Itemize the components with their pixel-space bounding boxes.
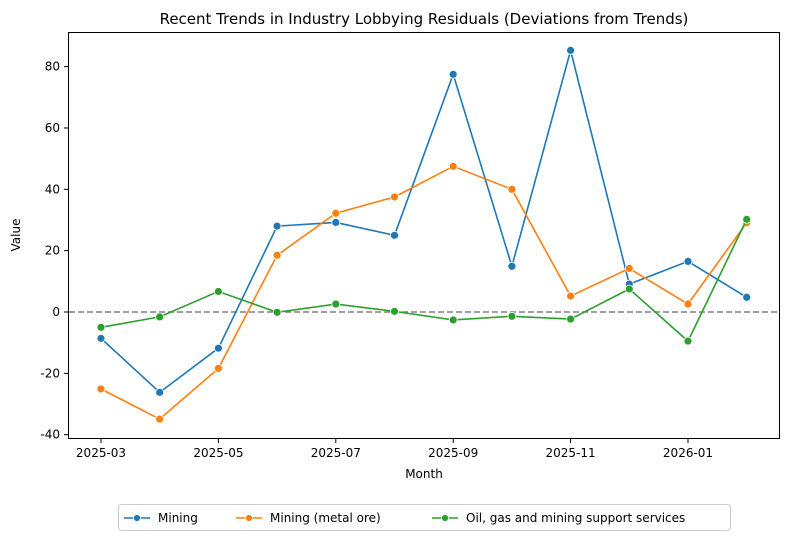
data-point — [566, 291, 575, 301]
data-point — [742, 292, 752, 302]
x-tick-label: 2025-07 — [311, 446, 361, 460]
data-point — [507, 261, 517, 271]
data-point — [448, 161, 458, 171]
data-point — [683, 336, 693, 346]
y-axis-label: Value — [9, 219, 23, 252]
data-point — [155, 312, 165, 322]
data-point — [331, 299, 341, 309]
y-tick-label: 40 — [45, 182, 60, 196]
data-point — [566, 45, 575, 55]
y-tick-label: 80 — [45, 60, 60, 74]
data-point — [96, 384, 106, 394]
y-tick-label: -20 — [40, 366, 60, 380]
data-point — [272, 307, 282, 317]
chart-title: Recent Trends in Industry Lobbying Resid… — [160, 10, 689, 28]
series-line — [100, 47, 748, 394]
series-line — [100, 219, 748, 343]
y-tick-label: 20 — [45, 244, 60, 258]
data-point — [213, 287, 223, 296]
legend: Mining Mining (metal ore) Oil, gas and min… — [118, 504, 731, 531]
plot-frame — [68, 32, 780, 439]
data-point — [331, 208, 341, 218]
x-tick-label: 2025-03 — [76, 446, 126, 460]
data-point — [155, 387, 165, 397]
data-point — [272, 221, 282, 231]
data-point — [742, 214, 752, 224]
data-point — [390, 306, 399, 316]
data-point — [683, 299, 693, 309]
y-tick-label: 60 — [45, 121, 60, 135]
legend-marker — [245, 514, 253, 522]
data-point — [390, 230, 399, 240]
data-point — [96, 322, 106, 332]
data-point — [213, 364, 223, 373]
data-point — [213, 343, 223, 353]
data-point — [96, 333, 106, 343]
legend-box — [118, 504, 731, 531]
y-tick-label: -40 — [40, 428, 60, 442]
y-tick-label: 0 — [52, 305, 60, 319]
data-point — [507, 311, 517, 321]
series-line — [100, 165, 748, 420]
x-tick-label: 2025-05 — [193, 446, 243, 460]
legend-label: Mining (metal ore) — [270, 511, 381, 525]
data-point — [331, 218, 341, 227]
legend-marker — [133, 514, 141, 522]
legend-label: Mining — [158, 511, 198, 525]
data-point — [566, 314, 575, 324]
x-tick-label: 2026-01 — [663, 446, 713, 460]
data-point — [272, 250, 282, 260]
x-tick-label: 2025-09 — [428, 446, 478, 460]
data-point — [448, 315, 458, 325]
x-tick-label: 2025-11 — [546, 446, 596, 460]
x-axis-label: Month — [405, 467, 443, 481]
data-point — [448, 69, 458, 79]
data-point — [155, 414, 165, 424]
data-point — [624, 264, 634, 273]
data-point — [390, 192, 399, 202]
legend-label: Oil, gas and mining support services — [466, 511, 685, 525]
data-point — [683, 256, 693, 266]
legend-marker — [441, 514, 449, 522]
data-point — [507, 184, 517, 194]
data-point — [624, 284, 634, 294]
